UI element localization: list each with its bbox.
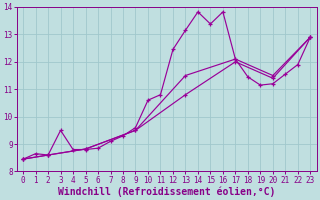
X-axis label: Windchill (Refroidissement éolien,°C): Windchill (Refroidissement éolien,°C) bbox=[58, 186, 276, 197]
